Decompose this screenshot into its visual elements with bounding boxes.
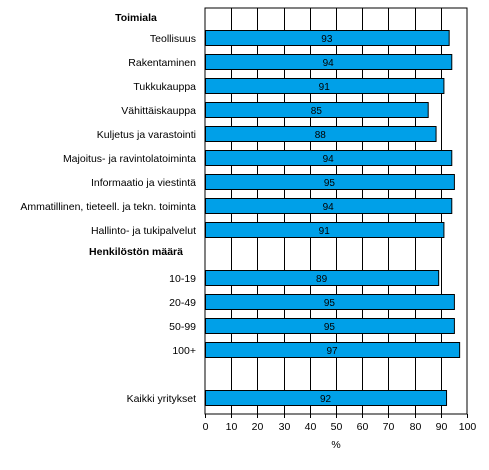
data-label: 94: [323, 58, 335, 69]
x-tick-label: 60: [357, 421, 369, 433]
bar: [205, 78, 445, 94]
bar: [205, 126, 437, 142]
x-tick-label: 80: [410, 421, 422, 433]
bar: [205, 102, 429, 118]
x-tick-label: 100: [459, 421, 477, 433]
bar: [205, 294, 455, 310]
x-tick-label: 70: [383, 421, 395, 433]
category-label: 10-19: [169, 273, 196, 285]
group-label: Toimiala: [115, 12, 157, 24]
data-label: 94: [323, 202, 335, 213]
label-layer: Toimiala Teollisuus 93 Rakentaminen 94 Tukkuk…: [20, 12, 338, 405]
bar-layer: [205, 30, 461, 406]
category-label: 100+: [172, 345, 196, 357]
category-label: Kuljetus ja varastointi: [97, 129, 196, 141]
category-label: Hallinto- ja tukipalvelut: [91, 225, 196, 237]
data-label: 85: [311, 106, 323, 117]
x-tick-label: 90: [436, 421, 448, 433]
data-label: 92: [320, 394, 332, 405]
x-tick-label: 50: [331, 421, 343, 433]
x-tick-label: 10: [226, 421, 238, 433]
category-label: Majoitus- ja ravintolatoiminta: [63, 153, 196, 165]
data-label: 91: [319, 226, 331, 237]
category-label: Rakentaminen: [128, 57, 196, 69]
bar: [205, 150, 453, 166]
data-label: 88: [315, 130, 327, 141]
data-label: 95: [324, 322, 336, 333]
bar: [205, 54, 453, 70]
data-label: 89: [316, 274, 328, 285]
category-label: Kaikki yritykset: [127, 393, 197, 405]
bar: [205, 270, 440, 286]
bar: [205, 30, 450, 46]
category-label: Teollisuus: [150, 33, 196, 45]
x-tick-label: 0: [203, 421, 209, 433]
x-tick-label: 40: [305, 421, 317, 433]
bar: [205, 318, 455, 334]
category-label: Vähittäiskauppa: [121, 105, 196, 117]
x-axis-title: %: [331, 439, 340, 451]
data-label: 97: [327, 346, 339, 357]
bar: [205, 198, 453, 214]
category-label: 50-99: [169, 321, 196, 333]
data-label: 95: [324, 178, 336, 189]
bar: [205, 342, 461, 358]
data-label: 95: [324, 298, 336, 309]
data-label: 94: [323, 154, 335, 165]
category-label: Tukkukauppa: [133, 81, 196, 93]
x-tick-label: 20: [252, 421, 264, 433]
group-label: Henkilöstön määrä: [89, 246, 183, 258]
data-label: 93: [321, 34, 333, 45]
bar: [205, 390, 448, 406]
bar: [205, 174, 455, 190]
axis-layer: 0 10 20 30 40 50 60 70 80 90 100%: [203, 414, 477, 451]
data-label: 91: [319, 82, 331, 93]
x-tick-label: 30: [279, 421, 291, 433]
category-label: Ammatillinen, tieteell. ja tekn. toimint…: [20, 201, 196, 213]
bar: [205, 222, 445, 238]
category-label: Informaatio ja viestintä: [91, 177, 196, 189]
category-label: 20-49: [169, 297, 196, 309]
